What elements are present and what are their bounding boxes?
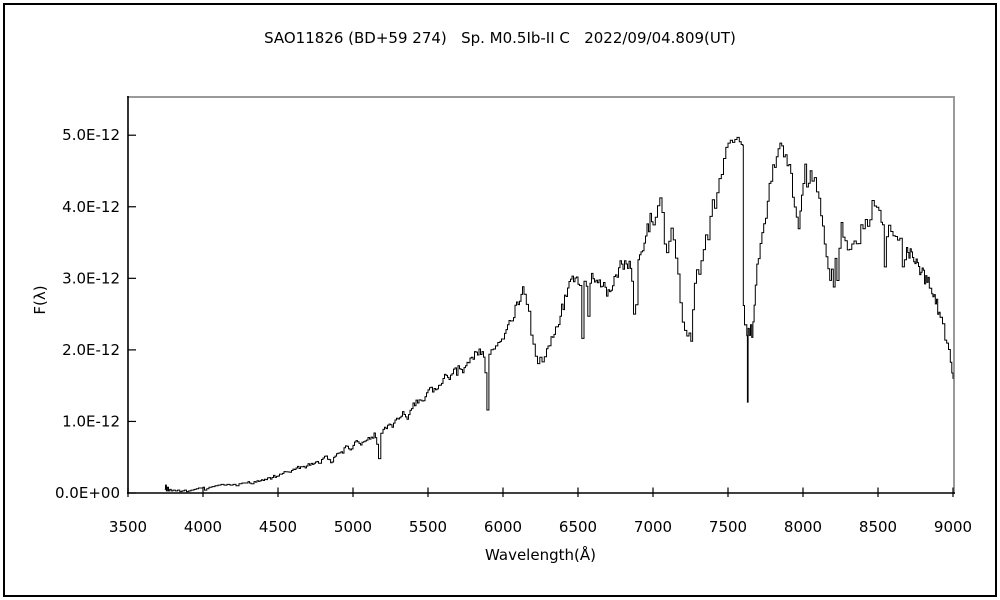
x-tick-label: 4000 bbox=[184, 518, 222, 536]
x-tick-label: 4500 bbox=[259, 518, 297, 536]
x-tick-label: 6500 bbox=[559, 518, 597, 536]
x-tick-label: 7000 bbox=[634, 518, 672, 536]
x-tick-label: 3500 bbox=[109, 518, 147, 536]
y-tick-label: 5.0E-12 bbox=[62, 126, 120, 144]
y-tick-label: 3.0E-12 bbox=[62, 269, 120, 287]
y-tick-label: 0.0E+00 bbox=[55, 484, 120, 502]
x-tick-label: 7500 bbox=[709, 518, 747, 536]
y-tick-label: 1.0E-12 bbox=[62, 412, 120, 430]
x-tick-label: 5500 bbox=[409, 518, 447, 536]
x-tick-label: 8500 bbox=[859, 518, 897, 536]
x-tick-label: 8000 bbox=[784, 518, 822, 536]
x-axis-title: Wavelength(Å) bbox=[485, 546, 596, 564]
y-tick-label: 4.0E-12 bbox=[62, 198, 120, 216]
x-tick-label: 9000 bbox=[934, 518, 972, 536]
y-tick-label: 2.0E-12 bbox=[62, 341, 120, 359]
x-tick-label: 6000 bbox=[484, 518, 522, 536]
chart-title: SAO11826 (BD+59 274) Sp. M0.5Ib-II C 202… bbox=[264, 29, 736, 47]
spectrum-line bbox=[164, 136, 954, 493]
x-tick-label: 5000 bbox=[334, 518, 372, 536]
